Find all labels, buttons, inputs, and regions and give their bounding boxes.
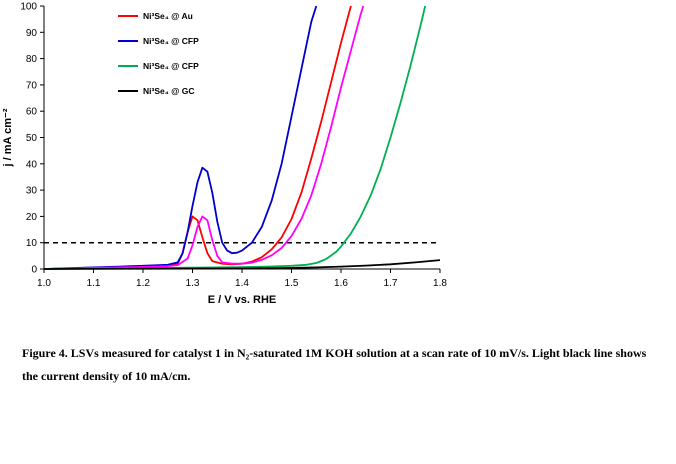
y-tick-label: 0 xyxy=(31,265,37,276)
x-tick-label: 1.5 xyxy=(285,278,299,289)
x-tick-label: 1.4 xyxy=(235,278,249,289)
y-tick-label: 60 xyxy=(26,107,38,118)
figure-caption: Figure 4. LSVs measured for catalyst 1 i… xyxy=(22,342,662,388)
legend: Ni³Se₄ @ Au Ni³Se₄ @ CFP Ni³Se₄ @ CFP Ni³Se… xyxy=(118,11,199,96)
y-axis-title: j / mA cm⁻² xyxy=(2,108,14,167)
y-tick-label: 40 xyxy=(26,159,38,170)
caption-text: LSVs measured for catalyst 1 in N₂-satur… xyxy=(22,346,647,383)
x-tick-label: 1.0 xyxy=(37,278,51,289)
legend-label-0: Ni³Se₄ @ Au xyxy=(143,11,193,21)
lsv-chart: 1.0 1.1 1.2 1.3 1.4 1.5 1.6 1.7 1.8 0 10 20 30 40 50 60… xyxy=(2,2,447,307)
y-tick-label: 100 xyxy=(20,2,37,13)
y-tick-label: 80 xyxy=(26,54,38,65)
y-tick-label: 20 xyxy=(26,212,38,223)
x-tick-label: 1.8 xyxy=(433,278,447,289)
x-axis-title: E / V vs. RHE xyxy=(208,294,276,306)
x-tick-label: 1.6 xyxy=(334,278,348,289)
caption-lead: Figure 4. xyxy=(22,346,68,360)
y-tick-label: 10 xyxy=(26,238,38,249)
series-line-2 xyxy=(44,5,365,270)
legend-label-3: Ni³Se₄ @ GC xyxy=(143,86,195,96)
y-tick-label: 50 xyxy=(26,133,38,144)
x-tick-label: 1.1 xyxy=(87,278,101,289)
axes: 1.0 1.1 1.2 1.3 1.4 1.5 1.6 1.7 1.8 0 10 20 30 40 50 60… xyxy=(2,2,447,307)
x-tick-label: 1.7 xyxy=(384,278,398,289)
series-line-3 xyxy=(44,5,427,270)
series-line-4 xyxy=(44,259,440,270)
legend-label-2: Ni³Se₄ @ CFP xyxy=(143,61,199,71)
series-line-1 xyxy=(44,5,318,270)
y-tick-label: 90 xyxy=(26,28,38,39)
legend-label-1: Ni³Se₄ @ CFP xyxy=(143,36,199,46)
series-layer xyxy=(44,5,440,270)
y-tick-label: 70 xyxy=(26,80,38,91)
y-tick-label: 30 xyxy=(26,186,38,197)
x-tick-label: 1.2 xyxy=(136,278,150,289)
x-tick-label: 1.3 xyxy=(186,278,200,289)
